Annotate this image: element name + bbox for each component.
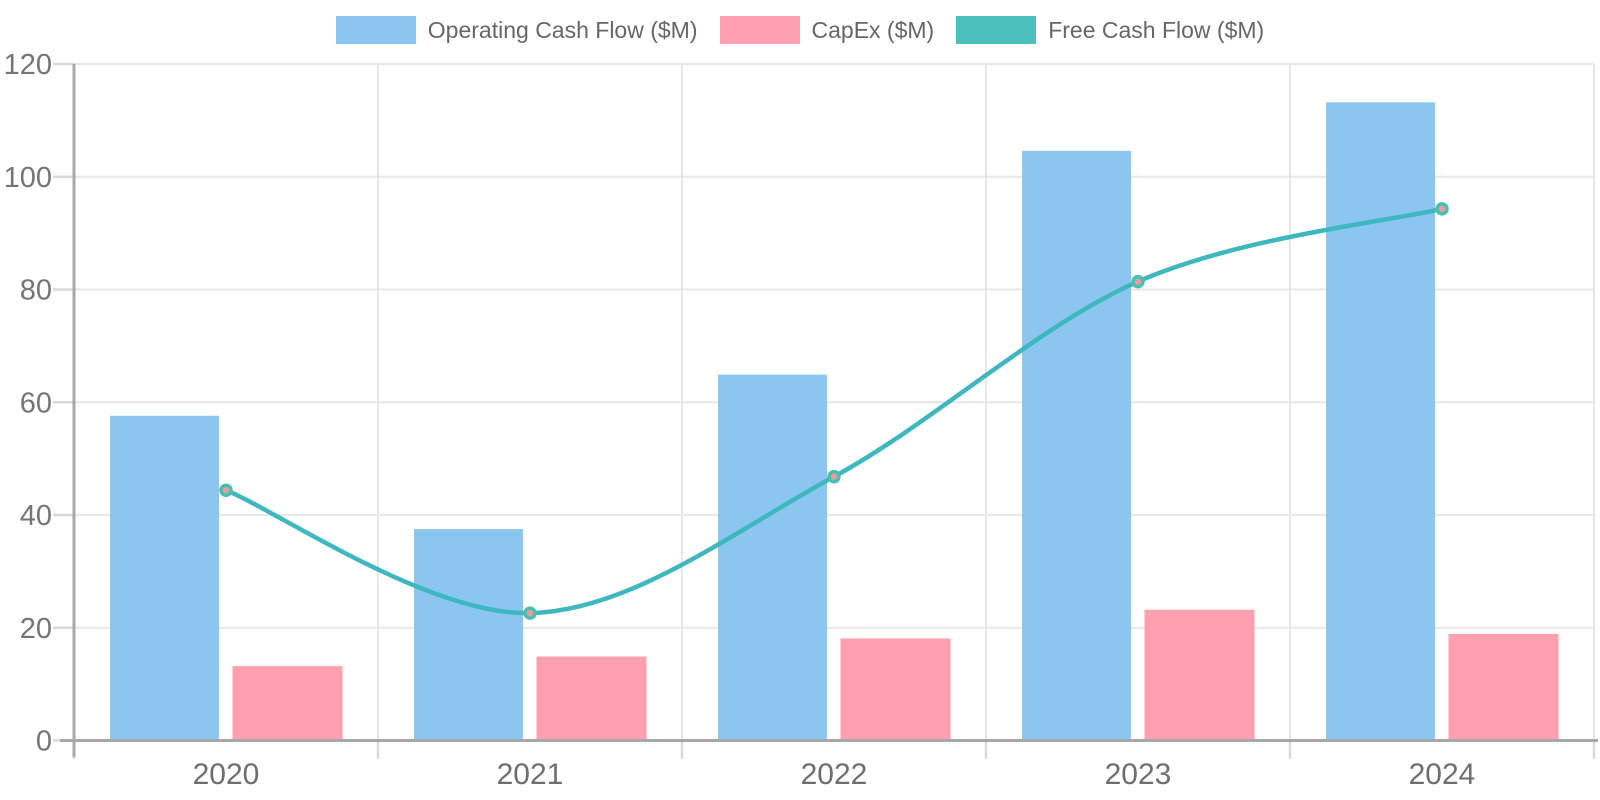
y-tick-label-0: 0 (36, 726, 52, 758)
free-cash-flow-marker-2024 (1435, 202, 1449, 216)
chart-legend: Operating Cash Flow ($M) CapEx ($M) Free… (0, 16, 1600, 44)
free-cash-flow-marker-2021 (523, 606, 537, 620)
legend-item-capex: CapEx ($M) (719, 16, 935, 44)
bar-capex-2020 (232, 666, 343, 741)
x-tick-label-2022: 2022 (801, 758, 868, 791)
x-tick-label-2021: 2021 (497, 758, 564, 791)
bar-capex-2023 (1144, 609, 1255, 741)
y-tick-label-40: 40 (20, 500, 52, 532)
bar-capex-2022 (840, 638, 951, 741)
bar-operating-cash-flow-2021 (414, 529, 523, 741)
y-tick-label-80: 80 (20, 275, 52, 307)
bar-operating-cash-flow-2020 (110, 415, 219, 741)
legend-label-capex: CapEx ($M) (811, 16, 935, 43)
bar-operating-cash-flow-2023 (1022, 150, 1131, 741)
legend-swatch-free-cash-flow-icon (956, 16, 1037, 44)
legend-swatch-capex-icon (719, 16, 800, 44)
legend-item-operating-cash-flow: Operating Cash Flow ($M) (335, 16, 698, 44)
free-cash-flow-marker-2022 (827, 469, 841, 484)
free-cash-flow-marker-2020 (219, 483, 233, 497)
x-tick-label-2020: 2020 (193, 758, 260, 791)
bar-capex-2021 (536, 656, 647, 741)
y-tick-label-20: 20 (20, 613, 52, 645)
bar-capex-2024 (1448, 633, 1559, 741)
legend-item-free-cash-flow: Free Cash Flow ($M) (956, 16, 1264, 44)
y-tick-label-120: 120 (4, 49, 52, 81)
bar-operating-cash-flow-2022 (718, 374, 827, 741)
legend-label-operating-cash-flow: Operating Cash Flow ($M) (427, 16, 698, 43)
y-tick-label-100: 100 (4, 162, 52, 194)
y-tick-label-60: 60 (20, 387, 52, 419)
x-tick-label-2024: 2024 (1409, 758, 1476, 791)
x-tick-label-2023: 2023 (1105, 758, 1172, 791)
bar-operating-cash-flow-2024 (1326, 102, 1435, 741)
free-cash-flow-marker-2023 (1131, 274, 1145, 289)
legend-swatch-operating-cash-flow-icon (335, 16, 416, 44)
free-cash-flow-line (223, 206, 1445, 616)
legend-label-free-cash-flow: Free Cash Flow ($M) (1048, 16, 1265, 43)
